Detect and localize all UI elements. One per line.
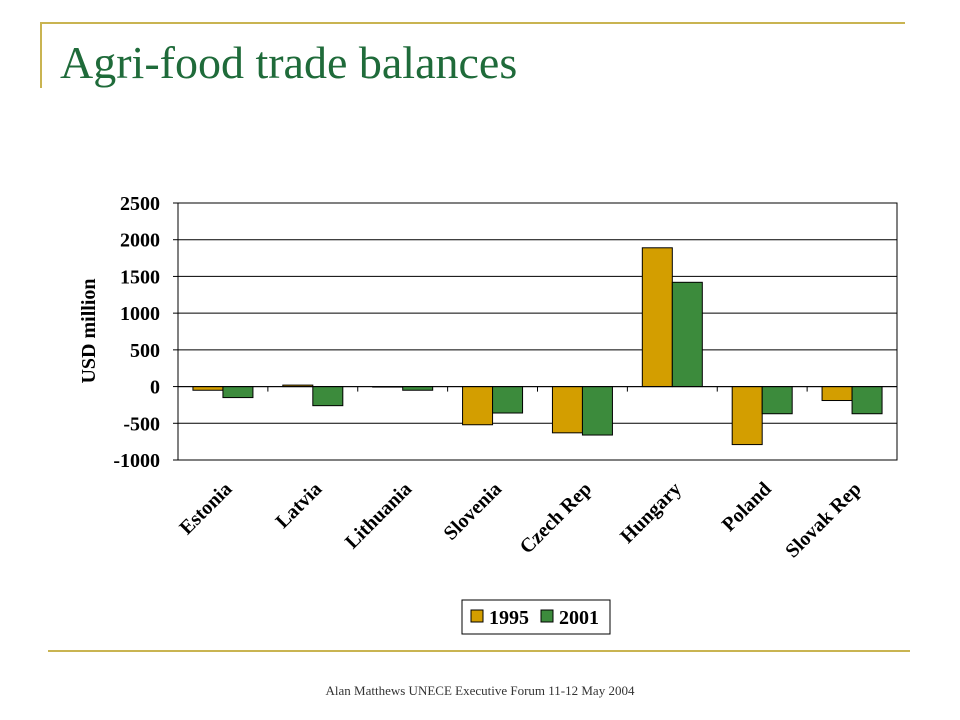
bars [192, 247, 883, 446]
legend-frame [461, 599, 611, 635]
x-tick-label: Hungary [616, 478, 686, 548]
bar-1995 [731, 386, 763, 446]
bar-1995 [462, 386, 494, 426]
bar-1995 [821, 386, 853, 402]
y-tick-label: 2500 [120, 193, 160, 215]
legend-label-2001: 2001 [559, 607, 599, 629]
legend-swatch-2001 [540, 609, 554, 623]
y-tick-label: 2000 [120, 230, 160, 252]
bar-1995 [192, 386, 224, 391]
legend-swatch-1995 [470, 609, 484, 623]
legend-label-1995: 1995 [489, 607, 529, 629]
gridlines [178, 202, 897, 461]
y-tick-label: 500 [130, 340, 160, 362]
bar-2001 [312, 386, 344, 407]
slide-footer: Alan Matthews UNECE Executive Forum 11-1… [325, 683, 635, 698]
bar-1995 [641, 247, 673, 388]
bar-2001 [402, 386, 434, 391]
x-tick-label: Estonia [175, 478, 236, 539]
x-tick-label: Slovenia [439, 478, 506, 545]
axes [173, 202, 898, 461]
trade-balance-chart: 2500 2000 1500 1000 500 0 -500 -1000 Estonia Lat… [78, 193, 898, 635]
x-tick-label: Lithuania [341, 478, 416, 553]
slide-title: Agri-food trade balances [60, 37, 518, 88]
y-tick-label: 1000 [120, 303, 160, 325]
y-tick-label: -500 [123, 413, 160, 435]
bar-2001 [761, 386, 793, 415]
slide-frame-top [40, 22, 905, 24]
x-tick-label: Latvia [272, 478, 327, 533]
y-tick-label: 0 [150, 377, 160, 399]
x-tick-label: Poland [718, 478, 776, 536]
bar-2001 [222, 386, 254, 399]
x-tick-label: Slovak Rep [781, 478, 865, 562]
y-tick-label: 1500 [120, 266, 160, 288]
y-axis-label: USD million [78, 278, 100, 383]
footer-rule [48, 650, 910, 652]
y-tick-label: -1000 [113, 450, 160, 472]
bar-2001 [492, 386, 524, 414]
slide-frame-left [40, 22, 42, 88]
plot-frame [177, 202, 898, 461]
y-tick-labels: 2500 2000 1500 1000 500 0 -500 -1000 [113, 193, 160, 472]
bar-1995 [551, 386, 583, 434]
bar-2001 [581, 386, 613, 436]
x-tick-label: Czech Rep [516, 478, 596, 558]
bar-2001 [851, 386, 883, 415]
x-tick-labels: Estonia Latvia Lithuania Slovenia Czech Rep H… [175, 478, 865, 562]
bar-2001 [671, 281, 703, 388]
legend: 1995 2001 [461, 599, 611, 635]
